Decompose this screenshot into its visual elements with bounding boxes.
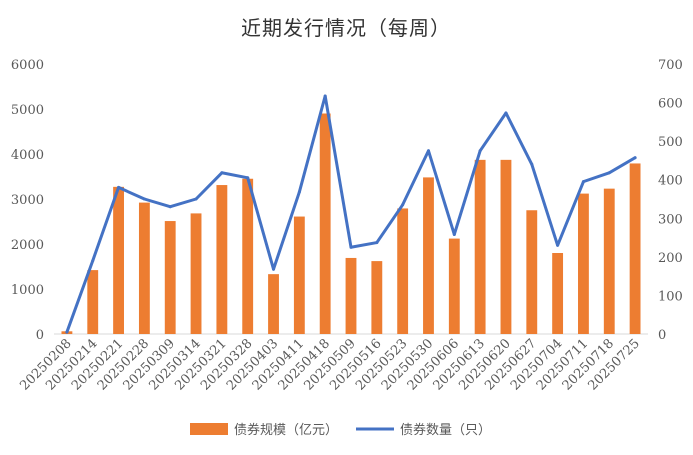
line-point [349, 245, 353, 249]
line-point [581, 180, 585, 184]
line-point [504, 111, 508, 115]
line-point [452, 232, 456, 236]
line-point [65, 330, 69, 334]
line-point [246, 176, 250, 180]
bar [552, 253, 564, 334]
bar [138, 202, 150, 334]
line-point [530, 162, 534, 166]
bar [448, 238, 460, 334]
left-y-tick-label: 3000 [11, 193, 44, 208]
line-point [297, 190, 301, 194]
bar [423, 177, 434, 334]
legend-swatch-bars [190, 423, 228, 435]
line-point [375, 241, 379, 245]
line-point [426, 149, 430, 153]
line-point [220, 171, 224, 175]
line-point [323, 94, 327, 98]
line-point [117, 185, 121, 189]
bar [319, 113, 331, 334]
line-point [401, 203, 405, 207]
right-y-tick-label: 100 [658, 289, 683, 304]
bar [190, 213, 202, 334]
right-y-tick-label: 200 [658, 251, 683, 266]
line-point [633, 156, 637, 160]
left-y-tick-label: 1000 [11, 283, 44, 298]
bar [164, 221, 176, 334]
left-y-tick-label: 4000 [11, 148, 44, 163]
left-y-tick-label: 5000 [11, 103, 44, 118]
line-point [272, 267, 276, 271]
legend: 债券规模（亿元） 债券数量（只） [190, 422, 491, 438]
right-y-axis: 0 100 200 300 400 500 600 700 [658, 58, 683, 343]
line-point [194, 197, 198, 201]
left-y-tick-label: 2000 [11, 238, 44, 253]
line-point [607, 171, 611, 175]
right-y-tick-label: 600 [658, 97, 683, 112]
bar-series [61, 113, 641, 334]
right-y-tick-label: 500 [658, 135, 683, 150]
legend-label-bars: 债券规模（亿元） [234, 422, 338, 438]
left-y-tick-label: 6000 [11, 58, 44, 73]
line-series [65, 94, 637, 334]
line-point [142, 197, 146, 201]
left-y-tick-label: 0 [36, 328, 44, 343]
line-point [168, 205, 172, 209]
chart-title: 近期发行情况（每周） [241, 16, 451, 40]
legend-label-line: 债券数量（只） [400, 422, 491, 438]
line-point [91, 259, 95, 263]
bar [345, 257, 357, 334]
right-y-tick-label: 300 [658, 212, 683, 227]
bar [578, 193, 589, 334]
bar [216, 185, 228, 334]
right-y-tick-label: 700 [658, 58, 683, 73]
right-y-tick-label: 0 [658, 328, 666, 343]
bar [268, 274, 279, 334]
line-point [478, 149, 482, 153]
bar [526, 210, 538, 334]
bar [371, 261, 383, 334]
bar [397, 208, 409, 334]
bar [500, 159, 512, 334]
bar [242, 178, 254, 334]
bar [293, 216, 305, 334]
bar [603, 188, 615, 334]
bar [113, 186, 124, 334]
right-y-tick-label: 400 [658, 174, 683, 189]
bar [629, 163, 641, 334]
left-y-axis: 0 1000 2000 3000 4000 5000 6000 [11, 58, 44, 343]
x-axis: 2025020820250214202502212025022820250309… [17, 333, 648, 394]
line-point [556, 243, 560, 247]
bar [87, 270, 99, 334]
bar [474, 159, 486, 334]
